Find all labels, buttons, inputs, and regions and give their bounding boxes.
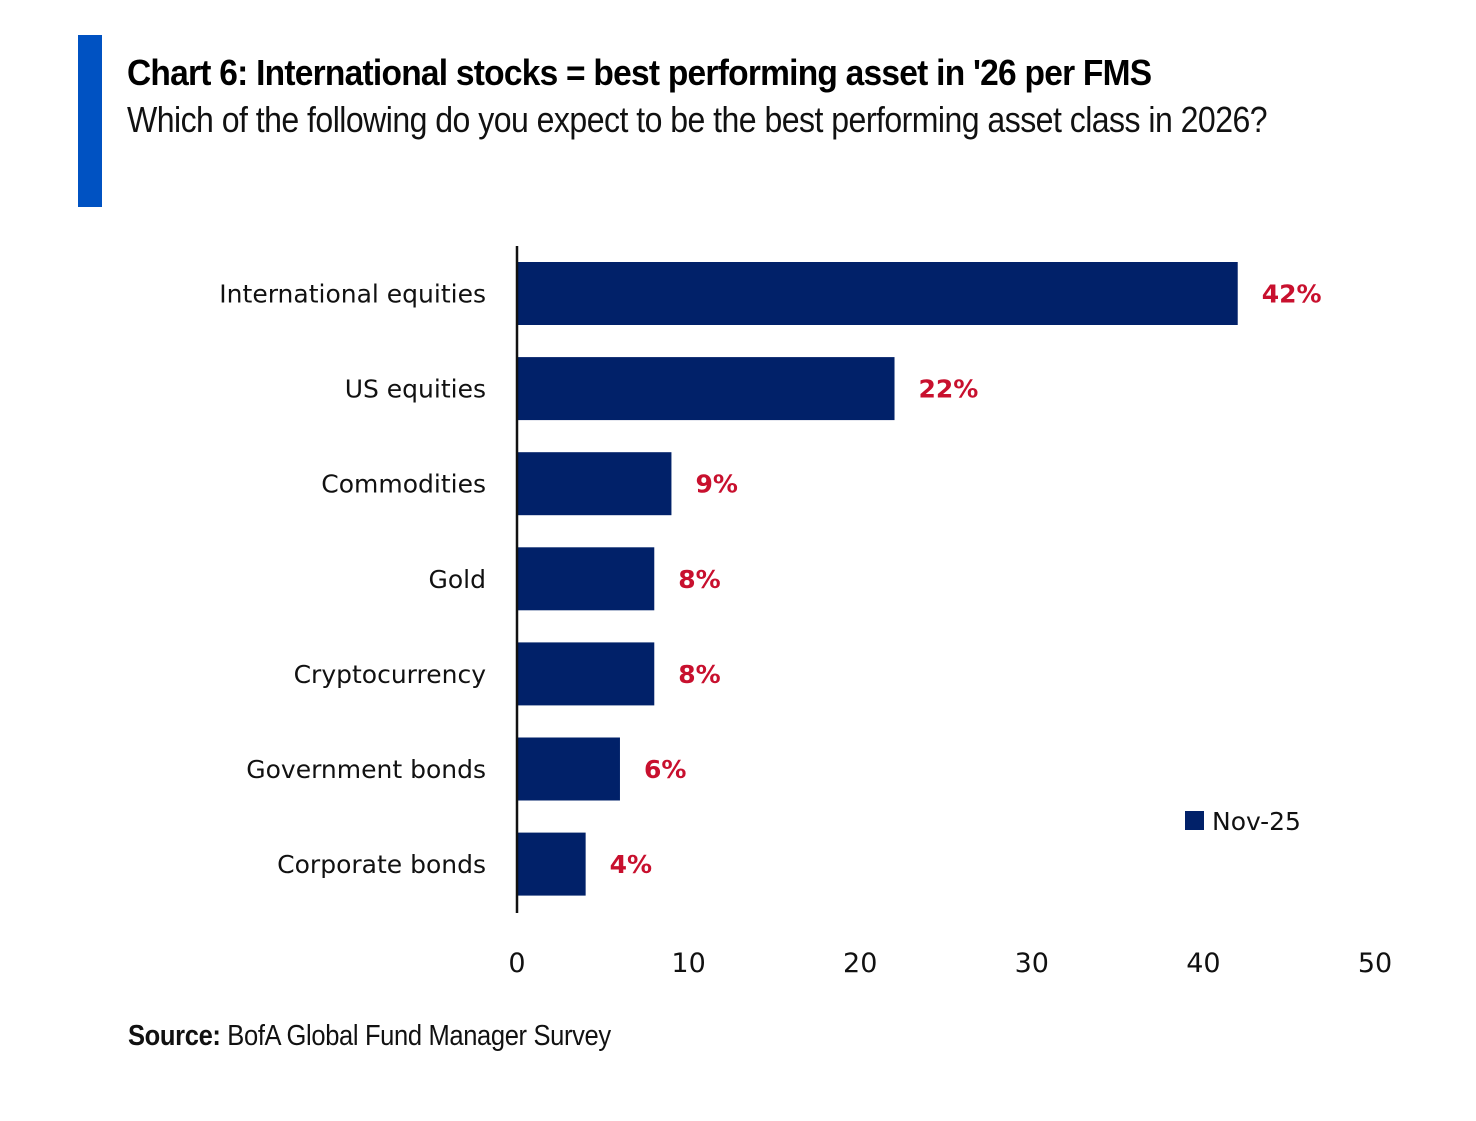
data-label: 42%	[1262, 280, 1322, 309]
bar-corporate-bonds	[517, 832, 586, 896]
legend-label: Nov-25	[1212, 807, 1301, 836]
category-label: International equities	[219, 280, 486, 309]
category-label: Gold	[429, 565, 486, 594]
bar-commodities	[517, 452, 672, 516]
bar-gold	[517, 547, 655, 611]
x-tick-label: 20	[843, 948, 877, 979]
chart-title: Chart 6: International stocks = best per…	[127, 52, 1152, 93]
data-label: 6%	[644, 755, 686, 784]
category-label: Commodities	[321, 470, 486, 499]
data-label: 8%	[678, 660, 720, 689]
data-label: 22%	[919, 375, 979, 404]
legend-swatch	[1185, 811, 1204, 830]
x-tick-label: 50	[1358, 948, 1392, 979]
x-tick-label: 0	[508, 948, 525, 979]
chart-subtitle: Which of the following do you expect to …	[127, 99, 1268, 140]
data-label: 4%	[610, 850, 652, 879]
category-label: Government bonds	[246, 755, 486, 784]
data-label: 9%	[695, 470, 737, 499]
source-note: Source: BofA Global Fund Manager Survey	[128, 1020, 611, 1053]
title-accent-bar	[78, 35, 102, 207]
bar-international-equities	[517, 262, 1238, 325]
bar-cryptocurrency	[517, 642, 655, 706]
category-label: Cryptocurrency	[294, 660, 487, 689]
source-text: BofA Global Fund Manager Survey	[227, 1020, 611, 1052]
bar-government-bonds	[517, 737, 620, 801]
bar-us-equities	[517, 357, 895, 421]
data-label: 8%	[678, 565, 720, 594]
category-label: Corporate bonds	[277, 850, 486, 879]
source-label: Source:	[128, 1020, 221, 1052]
x-tick-label: 30	[1015, 948, 1049, 979]
category-label: US equities	[345, 375, 486, 404]
x-tick-label: 40	[1186, 948, 1220, 979]
x-tick-label: 10	[671, 948, 705, 979]
